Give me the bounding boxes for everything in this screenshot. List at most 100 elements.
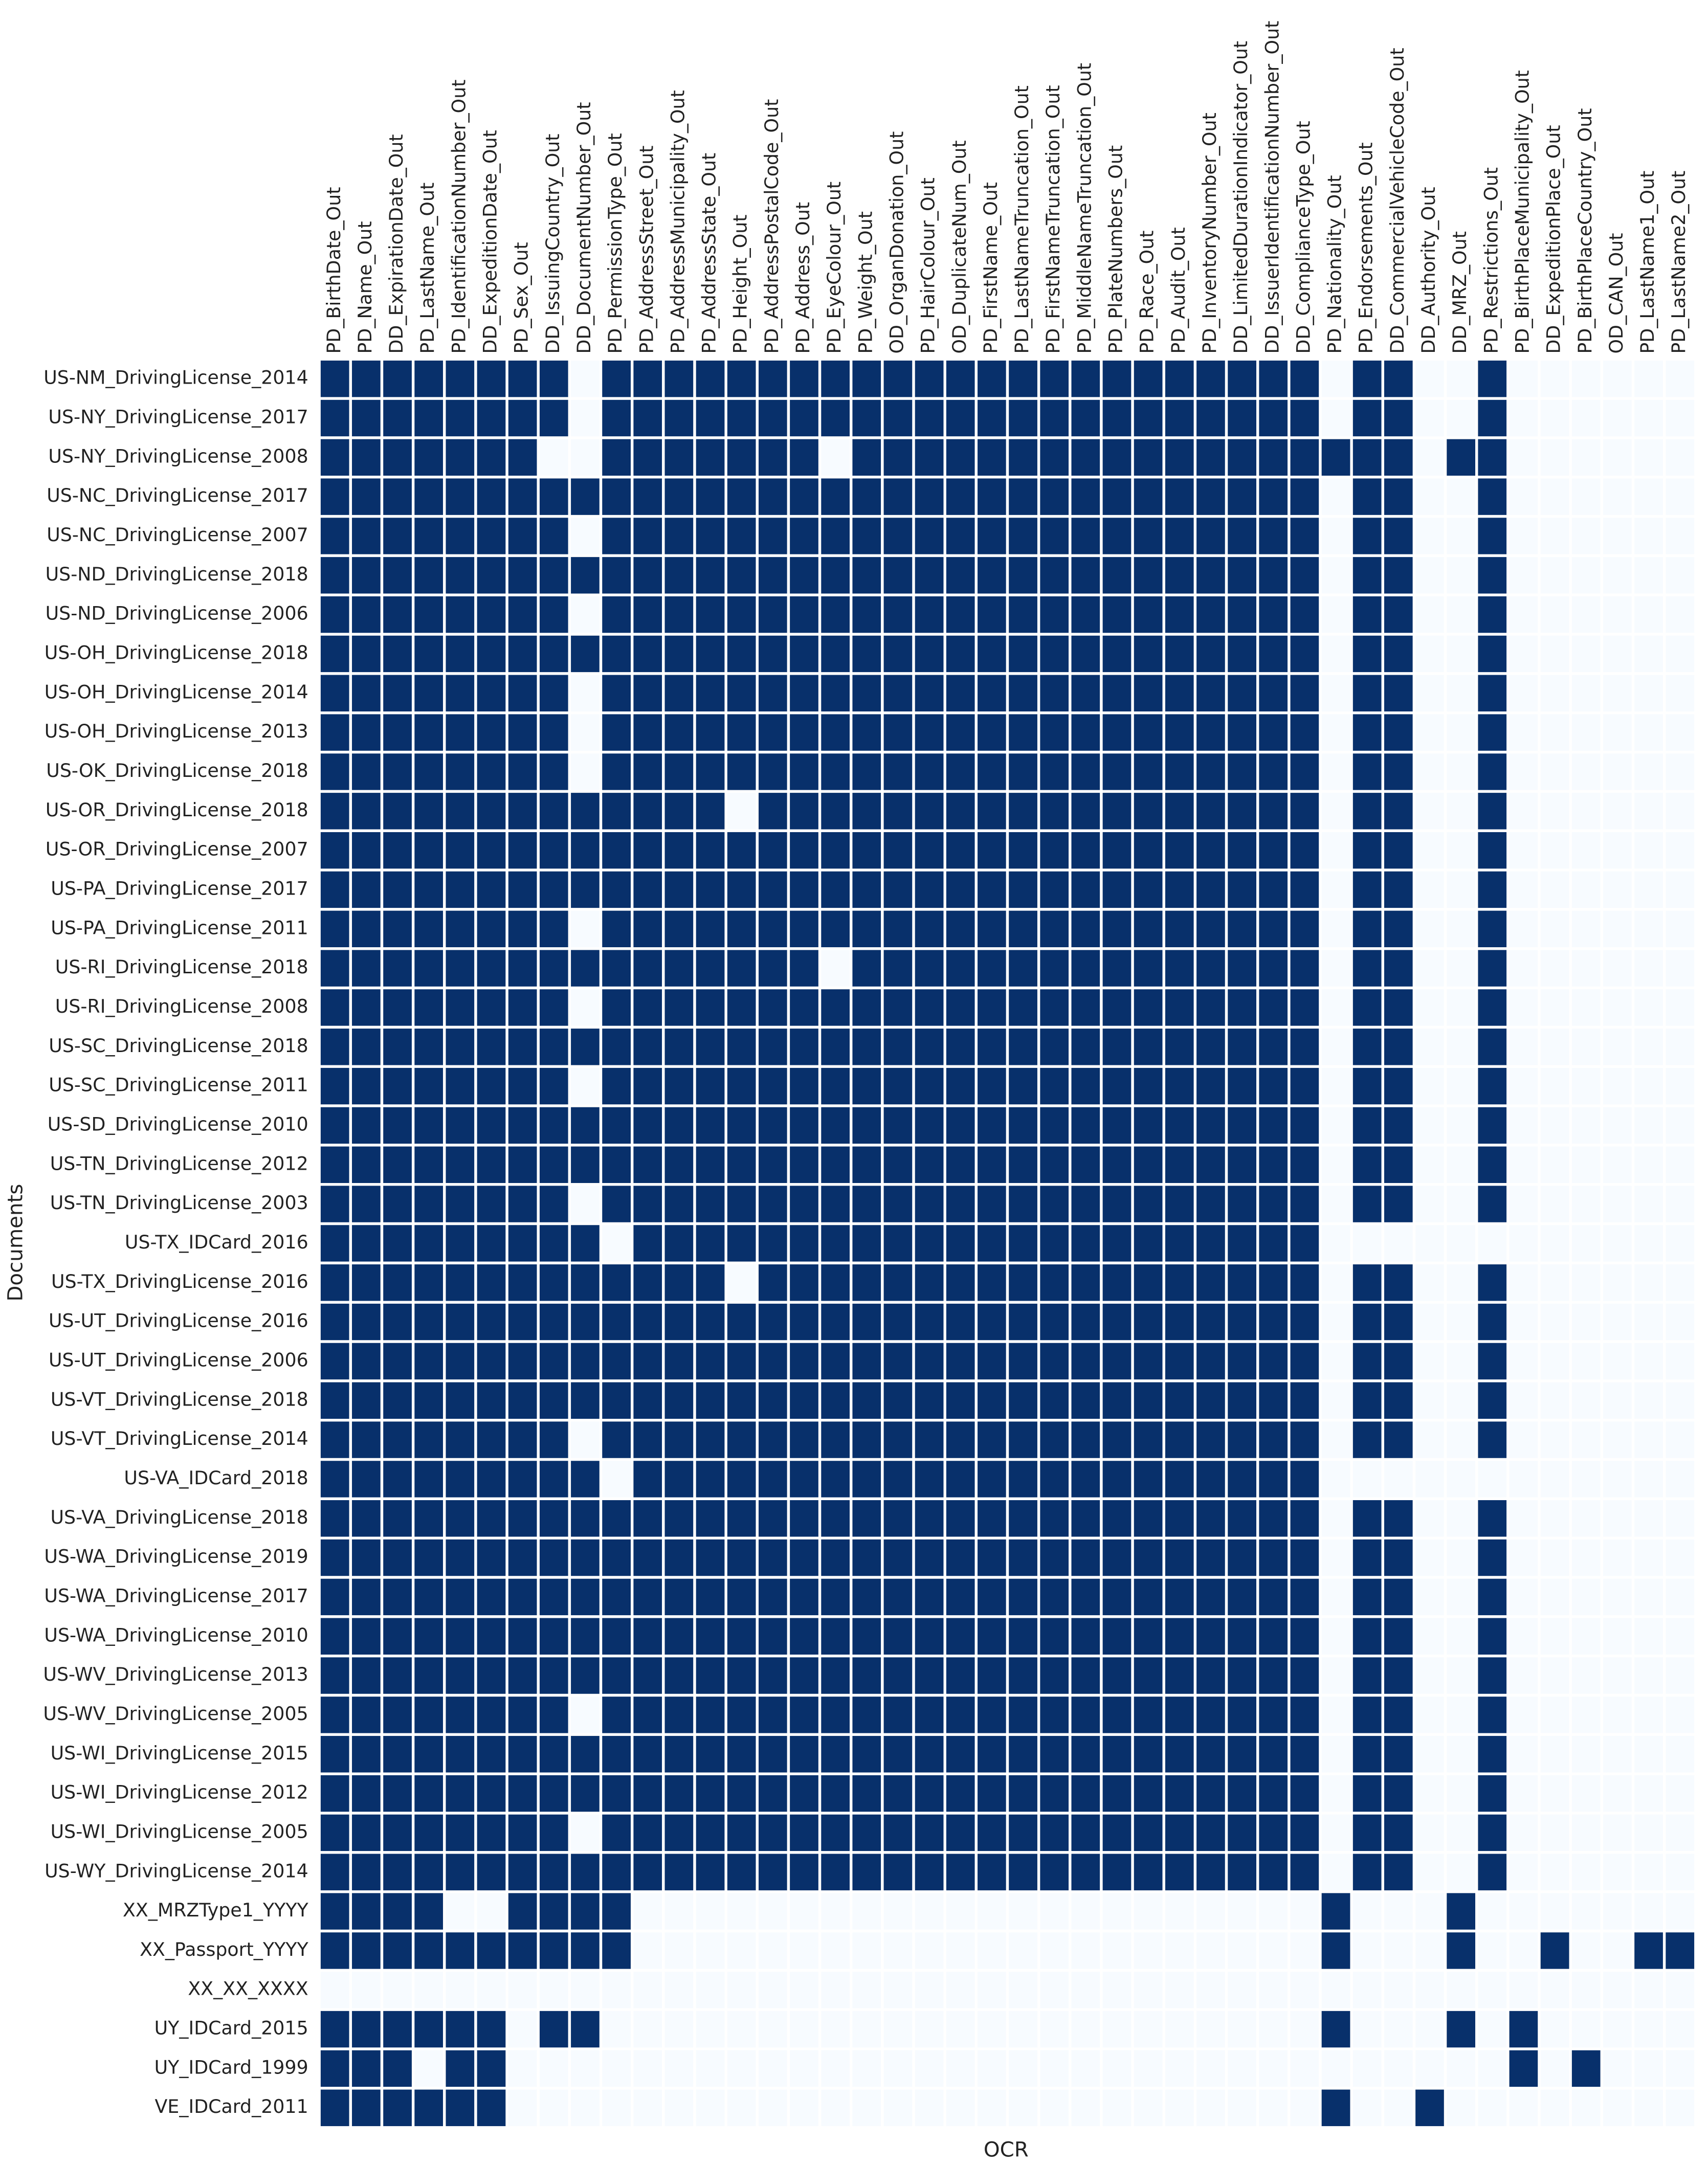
heatmap-cell — [881, 1458, 915, 1501]
heatmap-cell — [1475, 672, 1510, 715]
heatmap-cell — [1319, 358, 1353, 400]
heatmap-cell — [912, 750, 946, 793]
heatmap-cell — [850, 868, 884, 911]
heatmap-cell — [1475, 1144, 1510, 1186]
heatmap-cell — [1600, 1536, 1635, 1579]
heatmap-cell — [1350, 947, 1384, 990]
heatmap-cell — [1193, 1615, 1228, 1658]
heatmap-cell — [631, 1615, 665, 1658]
heatmap-cell — [631, 1497, 665, 1540]
heatmap-cell — [1350, 2087, 1384, 2129]
heatmap-cell — [1569, 1851, 1604, 1893]
heatmap-cell — [1319, 986, 1353, 1029]
heatmap-cell — [1350, 672, 1384, 715]
heatmap-cell — [850, 1890, 884, 1933]
row-label: US-WY_DrivingLicense_2014 — [45, 1860, 308, 1882]
heatmap-cell — [1069, 1655, 1103, 1697]
heatmap-cell — [662, 1576, 696, 1618]
heatmap-cell — [1069, 672, 1103, 715]
heatmap-cell — [537, 358, 571, 400]
heatmap-cell — [474, 1733, 508, 1775]
heatmap-cell — [1600, 1733, 1635, 1775]
heatmap-cell — [787, 1890, 822, 1933]
heatmap-cell — [1162, 1340, 1197, 1382]
heatmap-cell — [1538, 1379, 1572, 1422]
heatmap-cell — [568, 1851, 603, 1893]
heatmap-cell — [380, 1104, 415, 1147]
heatmap-cell — [631, 1458, 665, 1501]
row-label: US-OH_DrivingLicense_2018 — [45, 642, 308, 664]
heatmap-cell — [1006, 750, 1040, 793]
heatmap-cell — [1412, 1772, 1447, 1815]
row-label: XX_Passport_YYYY — [140, 1938, 308, 1960]
heatmap-cell — [943, 1104, 978, 1147]
heatmap-cell — [537, 1340, 571, 1382]
heatmap-cell — [1256, 476, 1291, 518]
heatmap-cell — [881, 593, 915, 636]
heatmap-cell — [1662, 593, 1697, 636]
heatmap-cell — [1475, 947, 1510, 990]
heatmap-cell — [881, 476, 915, 518]
heatmap-cell — [1600, 1929, 1635, 1972]
heatmap-cell — [1569, 633, 1604, 675]
heatmap-cell — [631, 1772, 665, 1815]
column-label: PD_PermissionType_Out — [604, 133, 626, 353]
heatmap-cell — [318, 1890, 352, 1933]
heatmap-cell — [850, 397, 884, 439]
heatmap-cell — [1069, 986, 1103, 1029]
heatmap-cell — [349, 2087, 384, 2129]
heatmap-cell — [1412, 790, 1447, 832]
heatmap-cell — [1225, 593, 1259, 636]
heatmap-cell — [505, 2087, 540, 2129]
heatmap-cell — [411, 1419, 446, 1461]
heatmap-cell — [943, 672, 978, 715]
heatmap-cell — [1506, 1144, 1541, 1186]
heatmap-cell — [1506, 515, 1541, 557]
heatmap-cell — [349, 1890, 384, 1933]
heatmap-cell — [1256, 397, 1291, 439]
heatmap-cell — [631, 2087, 665, 2129]
heatmap-cell — [1600, 1222, 1635, 1265]
heatmap-cell — [599, 1144, 634, 1186]
heatmap-cell — [1538, 1693, 1572, 1736]
heatmap-cell — [1069, 1497, 1103, 1540]
heatmap-cell — [724, 1025, 759, 1068]
heatmap-cell — [1350, 1890, 1384, 1933]
heatmap-cell — [662, 358, 696, 400]
heatmap-cell — [1600, 1065, 1635, 1107]
heatmap-cell — [662, 633, 696, 675]
heatmap-cell — [505, 633, 540, 675]
heatmap-cell — [318, 672, 352, 715]
heatmap-cell — [724, 1929, 759, 1972]
heatmap-cell — [943, 1693, 978, 1736]
heatmap-cell — [380, 790, 415, 832]
heatmap-cell — [1069, 397, 1103, 439]
heatmap-cell — [1475, 868, 1510, 911]
heatmap-cell — [881, 1576, 915, 1618]
heatmap-cell — [943, 1615, 978, 1658]
heatmap-cell — [1412, 633, 1447, 675]
heatmap-cell — [1662, 947, 1697, 990]
heatmap-cell — [912, 476, 946, 518]
heatmap-cell — [1350, 1183, 1384, 1225]
heatmap-cell — [724, 947, 759, 990]
heatmap-cell — [943, 2087, 978, 2129]
heatmap-cell — [787, 1812, 822, 1854]
heatmap-cell — [724, 1379, 759, 1422]
column-label: OD_DuplicateNum_Out — [948, 140, 970, 353]
heatmap-cell — [1037, 1340, 1072, 1382]
heatmap-cell — [943, 554, 978, 596]
heatmap-cell — [1162, 1458, 1197, 1501]
heatmap-cell — [1350, 829, 1384, 872]
heatmap-cell — [1193, 1340, 1228, 1382]
heatmap-cell — [1600, 1655, 1635, 1697]
heatmap-cell — [1162, 1812, 1197, 1854]
heatmap-cell — [974, 947, 1009, 990]
heatmap-cell — [818, 1183, 853, 1225]
heatmap-cell — [380, 1890, 415, 1933]
heatmap-cell — [1256, 986, 1291, 1029]
heatmap-cell — [1381, 1929, 1416, 1972]
heatmap-cell — [1100, 868, 1134, 911]
heatmap-cell — [1381, 672, 1416, 715]
heatmap-cell — [1538, 1733, 1572, 1775]
